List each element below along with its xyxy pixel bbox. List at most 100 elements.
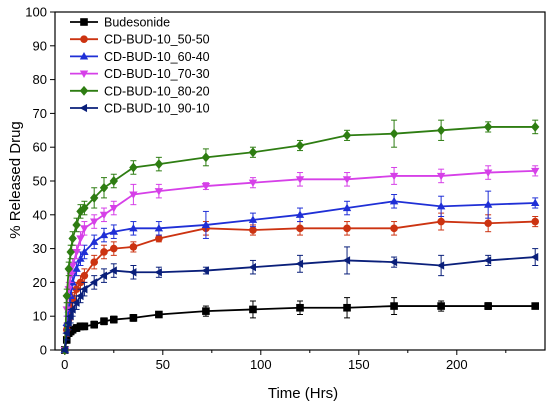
legend-label: CD-BUD-10_50-50	[104, 33, 210, 47]
data-point	[389, 128, 399, 139]
legend-label: Budesonide	[104, 16, 170, 30]
data-point	[483, 200, 493, 208]
data-point	[64, 318, 72, 328]
data-point	[389, 257, 398, 267]
data-point	[100, 248, 108, 256]
data-point	[437, 302, 445, 310]
data-point	[66, 312, 74, 321]
data-point	[436, 172, 446, 181]
data-point	[99, 230, 109, 239]
data-point	[80, 322, 89, 331]
legend-item-4: CD-BUD-10_80-20	[70, 84, 210, 98]
data-point	[296, 303, 304, 312]
x-tick-label: 150	[348, 357, 370, 372]
data-point	[155, 310, 163, 319]
y-tick-label: 80	[33, 72, 47, 87]
data-point	[484, 302, 492, 310]
data-point	[66, 247, 75, 257]
data-point	[483, 169, 493, 177]
legend-item-3: CD-BUD-10_70-30	[70, 67, 210, 81]
data-point	[483, 121, 493, 132]
data-point	[531, 167, 540, 176]
series-1	[61, 212, 539, 354]
data-point	[60, 345, 68, 355]
data-point	[342, 203, 352, 212]
data-point	[530, 252, 539, 262]
data-point	[343, 224, 351, 233]
legend-item-2: CD-BUD-10_60-40	[70, 50, 210, 64]
y-tick-label: 40	[33, 207, 47, 222]
data-point	[109, 205, 118, 213]
series-line	[63, 220, 536, 351]
data-point	[90, 320, 98, 329]
data-point	[109, 266, 117, 275]
y-tick-label: 100	[25, 5, 47, 20]
data-point	[248, 147, 258, 158]
data-point	[342, 130, 352, 141]
data-point	[248, 179, 258, 188]
x-tick-label: 100	[250, 357, 272, 372]
legend-marker	[79, 52, 89, 60]
legend-label: CD-BUD-10_70-30	[104, 67, 210, 81]
data-point	[483, 256, 492, 265]
data-point	[154, 159, 164, 170]
data-point	[109, 227, 118, 235]
data-point	[248, 263, 256, 272]
data-point	[129, 191, 138, 199]
data-point	[72, 298, 80, 307]
legend-item-1: CD-BUD-10_50-50	[70, 33, 210, 47]
legend-item-5: CD-BUD-10_90-10	[70, 102, 210, 116]
y-tick-label: 30	[33, 241, 47, 256]
data-point	[76, 254, 85, 262]
data-point	[129, 314, 138, 322]
legend-marker	[80, 35, 88, 43]
data-point	[249, 226, 257, 234]
y-tick-label: 10	[33, 309, 47, 324]
series-0	[61, 297, 539, 354]
chart-legend: Budesonide CD-BUD-10_50-50 CD-BUD-10_60-40…	[70, 16, 210, 116]
data-point	[295, 140, 305, 151]
series-4	[60, 119, 540, 355]
data-point	[343, 303, 351, 312]
data-point	[72, 248, 81, 257]
data-point	[155, 234, 163, 243]
data-point	[99, 271, 108, 280]
data-point	[99, 211, 109, 220]
data-point	[80, 203, 89, 213]
data-point	[295, 176, 305, 184]
data-point	[89, 278, 98, 287]
data-point	[76, 291, 84, 301]
data-point	[531, 217, 539, 226]
legend-marker	[79, 85, 89, 96]
x-tick-label: 0	[61, 357, 68, 372]
data-point	[342, 256, 351, 265]
data-point	[72, 324, 81, 332]
y-tick-label: 50	[33, 174, 47, 189]
legend-marker	[79, 103, 88, 113]
chart-axes: 0 10 20 30 40 50 60 70 80 90 100 0 50 100 150 200	[25, 5, 546, 372]
data-point	[154, 188, 164, 196]
data-point	[110, 315, 118, 324]
data-point	[389, 172, 399, 181]
data-point	[72, 285, 81, 293]
data-point	[295, 259, 304, 268]
data-point	[62, 290, 71, 301]
y-axis-label: % Released Drug	[7, 121, 24, 239]
data-point	[90, 218, 99, 226]
data-point	[437, 217, 445, 226]
data-point	[484, 219, 492, 228]
y-tick-label: 90	[33, 38, 47, 53]
data-point	[90, 237, 99, 245]
y-tick-label: 60	[33, 140, 47, 155]
data-point	[80, 271, 89, 280]
data-point	[389, 196, 399, 205]
legend-label: CD-BUD-10_80-20	[104, 84, 210, 98]
data-point	[436, 261, 445, 270]
data-point	[154, 223, 164, 232]
data-point	[129, 162, 138, 173]
data-point	[531, 121, 540, 132]
data-point	[76, 322, 85, 331]
data-point	[76, 206, 85, 217]
data-point	[129, 268, 137, 277]
x-tick-label: 50	[156, 357, 170, 372]
